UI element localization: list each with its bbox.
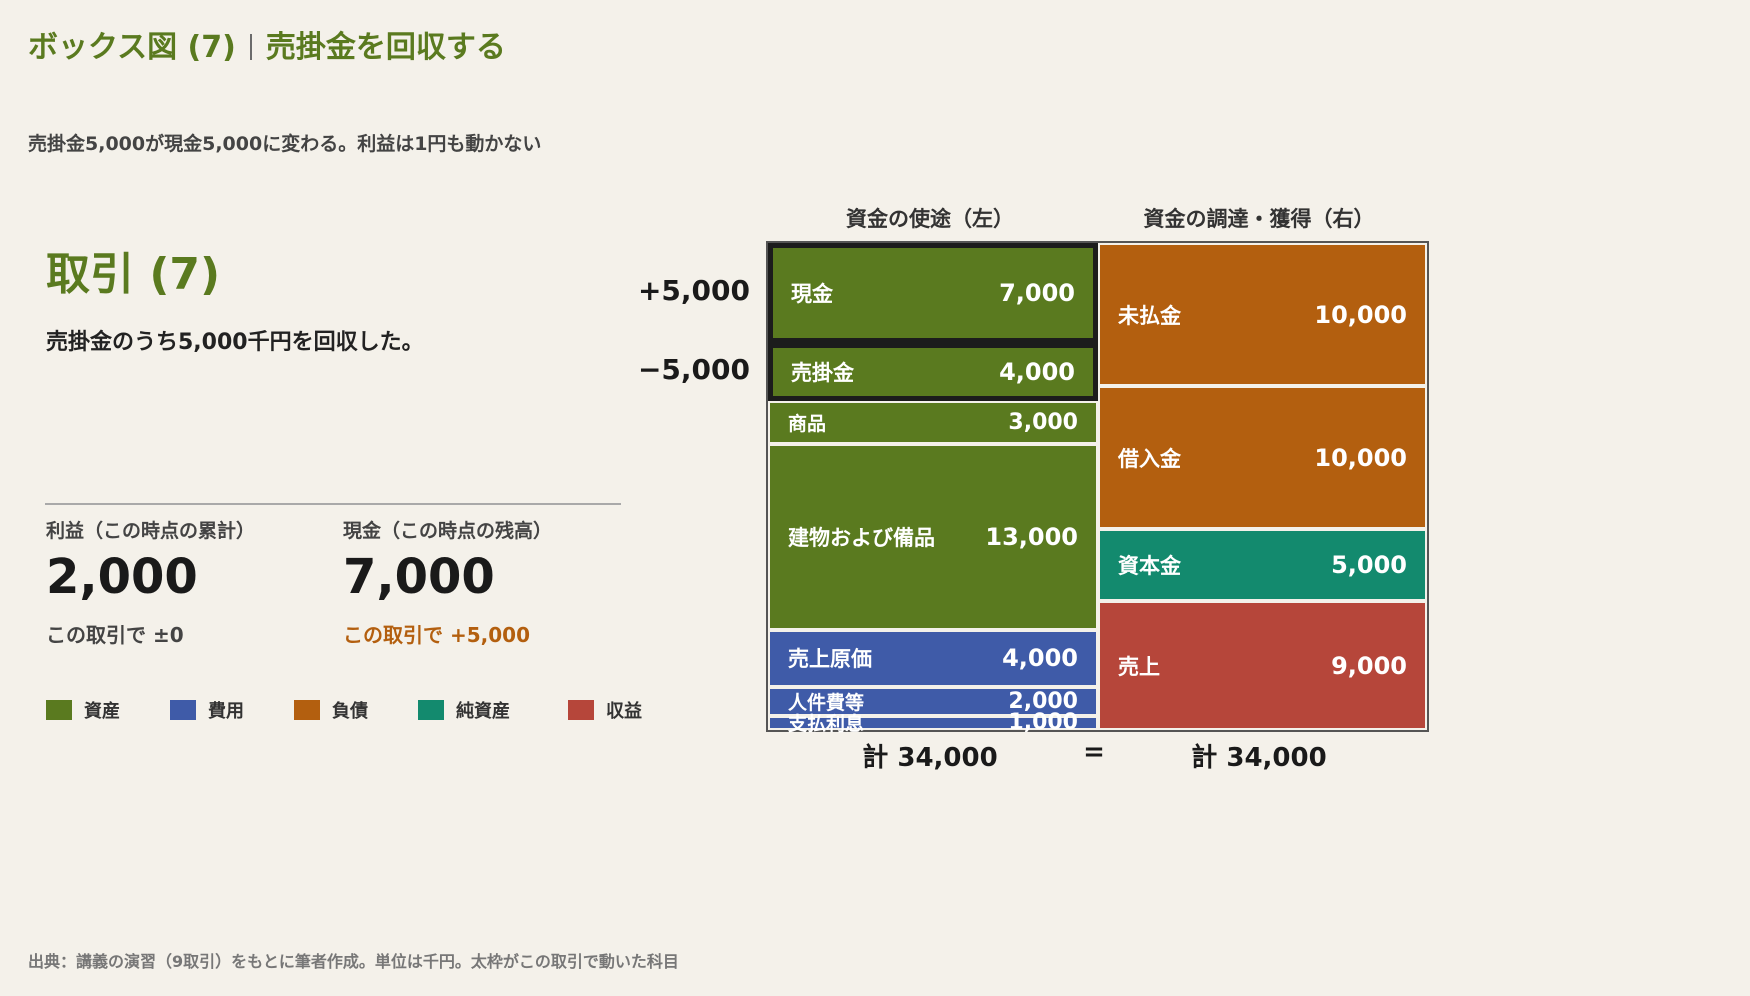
box-label: 資本金: [1118, 554, 1181, 579]
profit-label: 利益（この時点の累計）: [46, 520, 256, 542]
legend-swatch: [294, 700, 320, 720]
legend-swatch: [418, 700, 444, 720]
cash-delta: この取引で +5,000: [343, 623, 530, 647]
transaction-title: 取引 (7): [46, 249, 221, 300]
box-value: 5,000: [1331, 551, 1407, 580]
left-box: 支払利息 1,000: [768, 710, 1098, 735]
legend-swatch: [568, 700, 594, 720]
left-box: 建物および備品 13,000: [768, 443, 1098, 630]
left-box: 現金 7,000: [768, 243, 1098, 344]
right-column-header: 資金の調達・獲得（右）: [1143, 207, 1375, 231]
cash-label: 現金（この時点の残高）: [343, 520, 553, 542]
left-box: 商品 3,000: [768, 400, 1098, 444]
left-box: 売上原価 4,000: [768, 629, 1098, 688]
source-note: 出典：講義の演習（9取引）をもとに筆者作成。単位は千円。太枠がこの取引で動いた科…: [28, 952, 679, 971]
cash-metric: 現金（この時点の残高） 7,000 この取引で +5,000: [343, 516, 552, 648]
page-subtitle: 売掛金5,000が現金5,000に変わる。利益は1円も動かない: [28, 133, 542, 155]
transaction-description: 売掛金のうち5,000千円を回収した。: [46, 330, 424, 355]
box-value: 4,000: [999, 357, 1075, 386]
box-value: 2,000: [1008, 688, 1078, 714]
left-column-header: 資金の使途（左）: [846, 207, 1014, 231]
legend-label: 資産: [84, 701, 120, 722]
box-value: 3,000: [1008, 409, 1078, 435]
legend-asset: 資産: [46, 697, 120, 723]
legend-swatch: [170, 700, 196, 720]
box-label: 人件費等: [788, 691, 865, 714]
delta-label: −5,000: [637, 352, 750, 386]
legend-swatch: [46, 700, 72, 720]
cash-value: 7,000: [343, 549, 495, 605]
right-box: 資本金 5,000: [1098, 529, 1427, 602]
box-value: 7,000: [999, 279, 1075, 308]
page-title: ボックス図 (7) 売掛金を回収する: [28, 22, 506, 66]
title-left: ボックス図 (7): [28, 30, 236, 65]
box-diagram: 現金 7,000 売掛金 4,000 商品 3,000 建物および備品 13,000 売上原価 4…: [766, 241, 1429, 735]
box-label: 建物および備品: [788, 525, 935, 550]
box-label: 借入金: [1118, 446, 1181, 471]
box-label: 売上: [1118, 654, 1160, 679]
box-value: 9,000: [1331, 651, 1407, 680]
box-value: 10,000: [1314, 443, 1407, 472]
profit-value: 2,000: [46, 549, 198, 605]
left-box: 人件費等 2,000: [768, 687, 1098, 716]
legend-label: 費用: [208, 701, 244, 722]
box-label: 未払金: [1118, 303, 1181, 328]
legend-liability: 負債: [294, 697, 368, 723]
left-box: 売掛金 4,000: [768, 343, 1098, 401]
box-value: 1,000: [1008, 710, 1078, 736]
right-box: 売上 9,000: [1098, 601, 1427, 730]
box-label: 支払利息: [788, 713, 865, 736]
title-right: 売掛金を回収する: [265, 30, 506, 65]
title-separator: [249, 34, 252, 60]
box-value: 13,000: [985, 522, 1078, 551]
metrics-divider: [45, 503, 621, 505]
box-label: 売掛金: [791, 360, 854, 385]
legend-label: 収益: [606, 701, 642, 722]
legend-label: 純資産: [456, 701, 510, 722]
box-label: 商品: [788, 412, 827, 435]
right-box: 未払金 10,000: [1098, 243, 1427, 387]
legend-expense: 費用: [170, 697, 244, 723]
box-label: 売上原価: [788, 647, 872, 672]
profit-delta: この取引で ±0: [46, 623, 184, 647]
box-label: 現金: [791, 282, 833, 307]
left-total: 計 34,000: [862, 743, 998, 773]
right-box: 借入金 10,000: [1098, 386, 1427, 530]
box-value: 4,000: [1002, 644, 1078, 673]
delta-label: +5,000: [637, 274, 750, 308]
legend-revenue: 収益: [568, 697, 642, 723]
legend-label: 負債: [332, 701, 368, 722]
equals-sign: =: [1083, 737, 1105, 767]
profit-metric: 利益（この時点の累計） 2,000 この取引で ±0: [46, 516, 255, 648]
box-value: 10,000: [1314, 300, 1407, 329]
legend-equity: 純資産: [418, 697, 510, 723]
right-total: 計 34,000: [1191, 743, 1327, 773]
